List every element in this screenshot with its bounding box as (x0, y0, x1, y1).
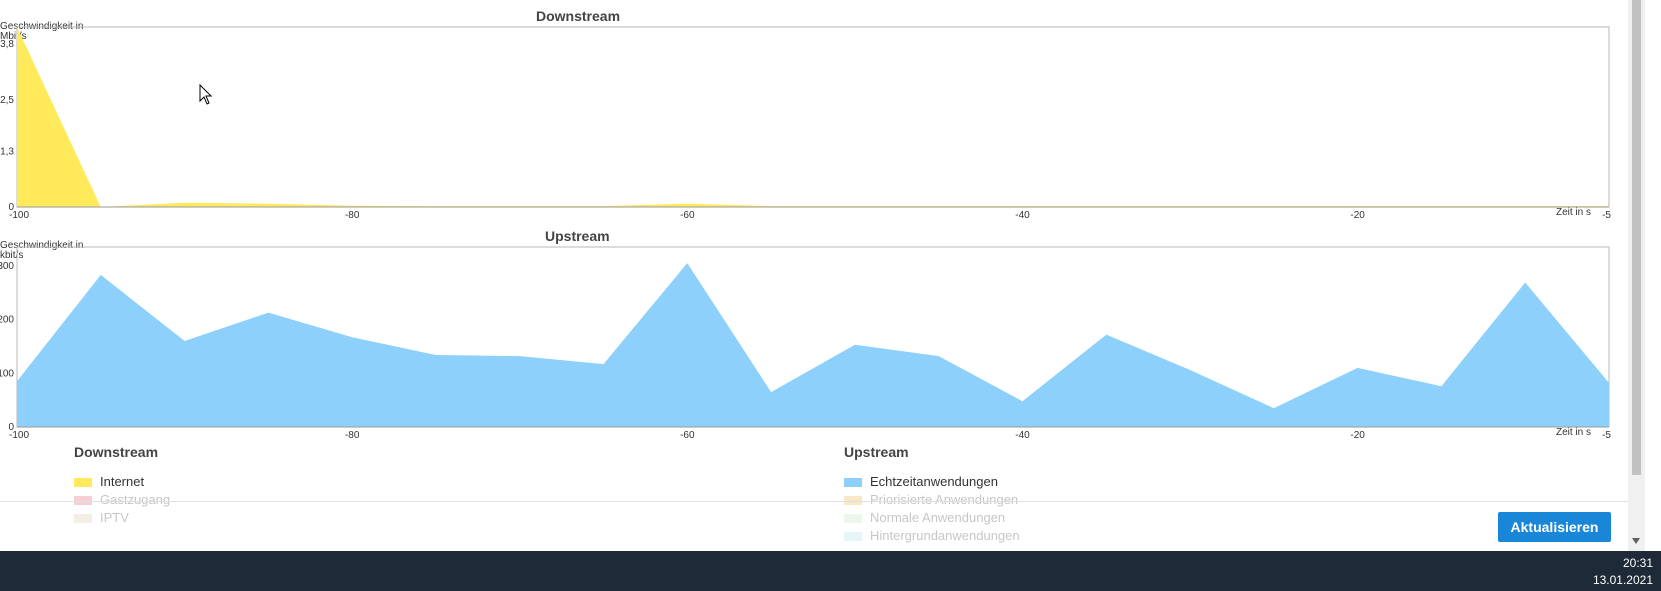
area-series (17, 263, 1609, 427)
y-tick-label: 1,3 (0, 146, 14, 157)
refresh-button[interactable]: Aktualisieren (1498, 512, 1611, 542)
y-tick-label: 100 (0, 368, 14, 379)
x-tick-label: -100 (9, 430, 29, 441)
legend-downstream: Downstream Internet Gastzugang IPTV (74, 444, 170, 526)
y-tick-label: 300 (0, 261, 14, 272)
legend-upstream: Upstream Echtzeitanwendungen Priorisiert… (844, 444, 1020, 544)
legend-item-label: Gastzugang (100, 492, 171, 507)
x-axis-label: Zeit in s (1556, 207, 1591, 218)
legend-item-iptv[interactable]: IPTV (74, 510, 170, 526)
legend-swatch (74, 514, 92, 524)
legend-item-label: IPTV (100, 510, 129, 525)
footer-divider (0, 501, 1628, 502)
x-tick-label: -40 (1015, 430, 1030, 441)
y-tick-label: 0 (8, 202, 14, 213)
x-tick-label: -60 (680, 210, 695, 221)
legend-item-priorisierte-anwendungen[interactable]: Priorisierte Anwendungen (844, 492, 1020, 508)
legend-item-label: Internet (100, 474, 145, 489)
downstream-chart: 0 1,3 2,5 3,8 -100 -80 -60 -40 -20 -5 Zeit in s (0, 26, 1611, 221)
legend-item-label: Priorisierte Anwendungen (870, 492, 1019, 507)
taskbar: 20:31 13.01.2021 (0, 551, 1661, 591)
taskbar-date: 13.01.2021 (1592, 573, 1653, 587)
legend-swatch (74, 478, 92, 488)
vertical-scrollbar[interactable] (1628, 0, 1645, 551)
legend-item-label: Echtzeitanwendungen (870, 474, 998, 489)
legend-item-echtzeitanwendungen[interactable]: Echtzeitanwendungen (844, 474, 1020, 490)
legend-swatch (844, 478, 862, 488)
x-tick-label: -20 (1350, 210, 1365, 221)
x-tick-label: -60 (680, 430, 695, 441)
legend-swatch (844, 532, 862, 542)
x-tick-label: -80 (345, 430, 360, 441)
upstream-chart: 0 100 200 300 -100 -80 -60 -40 -20 -5 Zeit in s (0, 246, 1611, 441)
y-tick-label: 3,8 (0, 39, 14, 50)
x-tick-label: -5 (1602, 210, 1611, 221)
taskbar-time: 20:31 (1622, 556, 1653, 570)
legend-item-internet[interactable]: Internet (74, 474, 170, 490)
x-axis-label: Zeit in s (1556, 427, 1591, 438)
mouse-cursor-icon (199, 84, 213, 105)
x-tick-label: -5 (1602, 430, 1611, 441)
legend-downstream-title: Downstream (74, 444, 159, 460)
y-tick-label: 200 (0, 315, 14, 326)
x-tick-label: -100 (9, 210, 29, 221)
legend-item-hintergrundanwendungen[interactable]: Hintergrundanwendungen (844, 528, 1020, 544)
legend-item-gastzugang[interactable]: Gastzugang (74, 492, 170, 508)
legend-item-normale-anwendungen[interactable]: Normale Anwendungen (844, 510, 1020, 526)
legend-swatch (844, 514, 862, 524)
scrollbar-thumb[interactable] (1632, 0, 1641, 475)
y-tick-label: 2,5 (0, 95, 14, 106)
taskbar-clock[interactable]: 20:31 13.01.2021 (1573, 556, 1653, 587)
x-tick-label: -40 (1015, 210, 1030, 221)
y-tick-label: 0 (8, 422, 14, 433)
upstream-ylabel: Geschwindigkeit in kbit/s (0, 240, 84, 261)
scroll-down-arrow-icon[interactable] (1631, 537, 1641, 545)
legend-item-label: Normale Anwendungen (870, 510, 1006, 525)
legend-swatch (844, 496, 862, 506)
legend-upstream-title: Upstream (844, 444, 909, 460)
legend-item-label: Hintergrundanwendungen (870, 528, 1020, 543)
legend-swatch (74, 496, 92, 506)
downstream-chart-title: Downstream (536, 8, 621, 24)
upstream-chart-title: Upstream (545, 228, 610, 244)
x-tick-label: -80 (345, 210, 360, 221)
x-tick-label: -20 (1350, 430, 1365, 441)
